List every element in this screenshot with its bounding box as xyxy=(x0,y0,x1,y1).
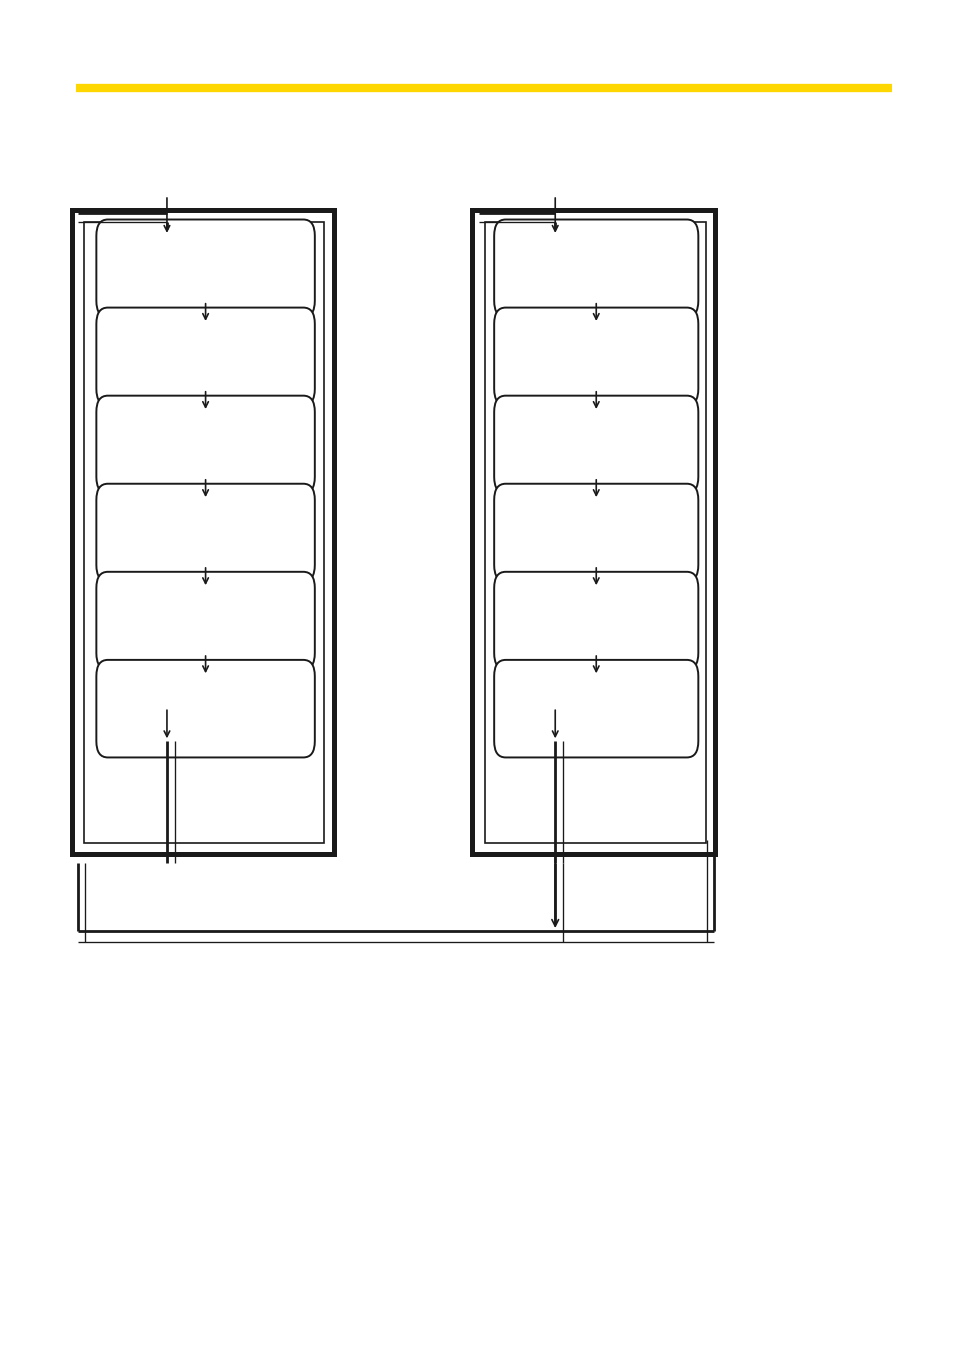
FancyBboxPatch shape xyxy=(494,484,698,581)
FancyBboxPatch shape xyxy=(96,484,314,581)
FancyBboxPatch shape xyxy=(494,660,698,757)
FancyBboxPatch shape xyxy=(96,660,314,757)
FancyBboxPatch shape xyxy=(494,308,698,405)
FancyBboxPatch shape xyxy=(494,220,698,317)
FancyBboxPatch shape xyxy=(494,396,698,493)
FancyBboxPatch shape xyxy=(96,396,314,493)
FancyBboxPatch shape xyxy=(96,220,314,317)
FancyBboxPatch shape xyxy=(96,572,314,669)
FancyBboxPatch shape xyxy=(96,308,314,405)
FancyBboxPatch shape xyxy=(494,572,698,669)
